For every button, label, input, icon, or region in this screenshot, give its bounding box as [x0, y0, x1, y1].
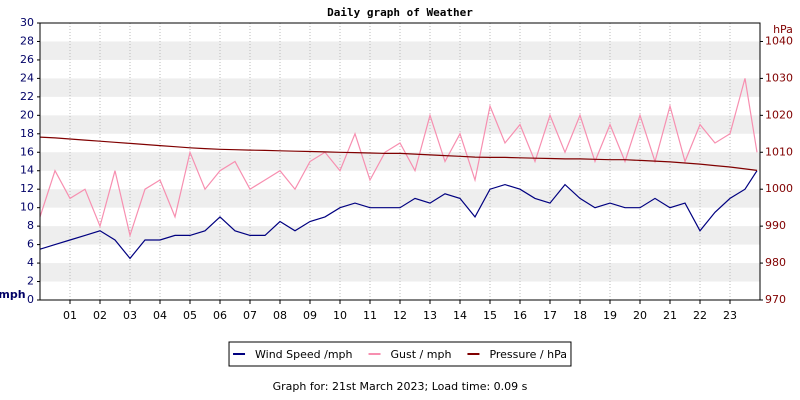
y-tick-label: 2: [27, 275, 34, 288]
x-tick-label: 17: [543, 309, 557, 322]
x-tick-label: 06: [213, 309, 227, 322]
y-axis-label: mph: [0, 288, 26, 301]
y-tick-label: 20: [20, 108, 34, 121]
y-tick-label: 18: [20, 127, 34, 140]
x-tick-label: 05: [183, 309, 197, 322]
x-tick-label: 19: [603, 309, 617, 322]
y2-tick-label: 1010: [765, 145, 793, 158]
y-tick-label: 24: [20, 71, 34, 84]
y2-tick-label: 1000: [765, 182, 793, 195]
x-tick-label: 12: [393, 309, 407, 322]
x-tick-label: 11: [363, 309, 377, 322]
x-tick-label: 13: [423, 309, 437, 322]
series-line: [39, 136, 758, 171]
y-tick-label: 26: [20, 53, 34, 66]
x-tick-label: 10: [333, 309, 347, 322]
series-line: [39, 78, 758, 238]
y2-tick-label: 990: [765, 219, 786, 232]
x-tick-label: 21: [663, 309, 677, 322]
legend-box: [228, 341, 572, 367]
y-tick-label: 30: [20, 16, 34, 29]
x-tick-label: 09: [303, 309, 317, 322]
x-tick-label: 23: [723, 309, 737, 322]
chart-title: Daily graph of Weather: [327, 6, 473, 19]
series-line: [39, 170, 758, 260]
legend-label: Pressure / hPa: [489, 348, 567, 361]
grid-band: [40, 78, 760, 97]
y2-axis-label: hPa: [773, 23, 793, 36]
y-tick-label: 10: [20, 201, 34, 214]
plot-frame: [39, 22, 761, 301]
legend-label: Wind Speed /mph: [255, 348, 353, 361]
x-tick-label: 14: [453, 309, 467, 322]
y2-tick-label: 1030: [765, 71, 793, 84]
grid-band: [40, 226, 760, 245]
x-tick-label: 16: [513, 309, 527, 322]
x-tick-label: 02: [93, 309, 107, 322]
y-tick-label: 4: [27, 256, 34, 269]
y-tick-label: 28: [20, 34, 34, 47]
x-tick-label: 04: [153, 309, 167, 322]
y2-tick-label: 1040: [765, 34, 793, 47]
y-tick-label: 12: [20, 182, 34, 195]
x-tick-label: 03: [123, 309, 137, 322]
x-tick-label: 20: [633, 309, 647, 322]
y-tick-label: 14: [20, 164, 34, 177]
x-tick-label: 08: [273, 309, 287, 322]
y-tick-label: 16: [20, 145, 34, 158]
x-tick-label: 01: [63, 309, 77, 322]
x-tick-label: 07: [243, 309, 257, 322]
footer: Graph for: 21st March 2023; Load time: 0…: [273, 380, 528, 393]
x-tick-label: 18: [573, 309, 587, 322]
y2-tick-label: 1020: [765, 108, 793, 121]
x-tick-label: 22: [693, 309, 707, 322]
y-tick-label: 22: [20, 90, 34, 103]
y2-tick-label: 970: [765, 293, 786, 306]
legend-label: Gust / mph: [391, 348, 452, 361]
x-tick-label: 15: [483, 309, 497, 322]
y-tick-label: 0: [27, 293, 34, 306]
y-tick-label: 6: [27, 238, 34, 251]
y-tick-label: 8: [27, 219, 34, 232]
y2-tick-label: 980: [765, 256, 786, 269]
